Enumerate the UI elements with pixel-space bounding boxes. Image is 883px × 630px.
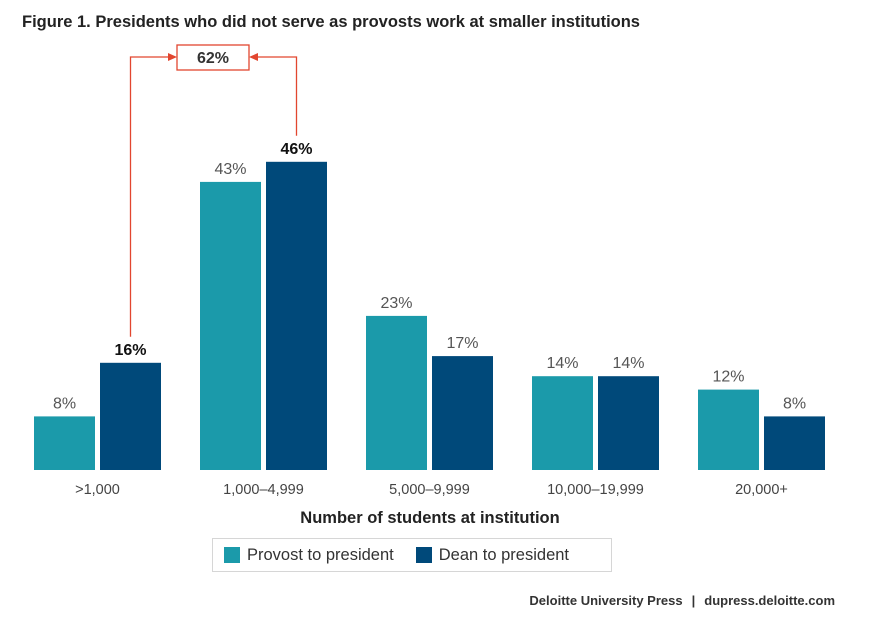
x-axis-title: Number of students at institution — [300, 509, 559, 527]
bars-layer: 8% 16% >1,000 43% 46% 1,000–4,999 23% 17% 5,000–… — [34, 141, 825, 498]
source-publisher: Deloitte University Press — [529, 593, 683, 608]
legend-item-provost: Provost to president — [224, 546, 394, 565]
data-label-dean-to-president-20-000: 8% — [783, 395, 806, 412]
bracket-line-left — [129, 56, 171, 337]
annotation-layer: 62% — [129, 44, 298, 337]
x-tick-label-1: 1,000–4,999 — [223, 482, 304, 498]
data-label-provost-to-president-5-000-9-999: 23% — [380, 295, 412, 312]
data-label-dean-to-president-5-000-9-999: 17% — [446, 335, 478, 352]
x-tick-label-3: 10,000–19,999 — [547, 482, 644, 498]
data-label-dean-to-president-1-000: 16% — [114, 342, 146, 359]
x-tick-label-0: >1,000 — [75, 482, 120, 498]
data-label-provost-to-president-20-000: 12% — [712, 369, 744, 386]
bar-dean-to-president-5-000-9-999 — [432, 356, 493, 470]
data-label-provost-to-president-10-000-19-999: 14% — [546, 355, 578, 372]
bracket-line-right — [255, 56, 298, 136]
bar-dean-to-president-1-000-4-999 — [266, 161, 327, 471]
data-label-dean-to-president-10-000-19-999: 14% — [612, 355, 644, 372]
chart-title: Figure 1. Presidents who did not serve a… — [22, 13, 640, 31]
bar-provost-to-president-10-000-19-999 — [532, 376, 593, 470]
bracket-arrow-left — [168, 53, 177, 61]
source-credit: Deloitte University Press | dupress.deloit… — [529, 593, 835, 608]
bar-provost-to-president-1-000-4-999 — [200, 181, 261, 470]
bar-provost-to-president-5-000-9-999 — [366, 315, 427, 470]
bar-dean-to-president-1-000 — [100, 362, 161, 470]
legend-swatch-provost — [224, 547, 240, 563]
x-tick-label-4: 20,000+ — [735, 482, 788, 498]
bar-dean-to-president-20-000 — [764, 416, 825, 470]
data-label-provost-to-president-1-000-4-999: 43% — [214, 161, 246, 178]
legend-item-dean: Dean to president — [415, 545, 570, 565]
data-label-dean-to-president-1-000-4-999: 46% — [280, 141, 312, 158]
x-tick-label-2: 5,000–9,999 — [389, 482, 470, 498]
legend-label-provost: Provost to president — [247, 545, 394, 564]
legend: Provost to president Dean to president — [212, 538, 612, 572]
legend-swatch-dean — [415, 547, 432, 563]
annotation-label: 62% — [197, 50, 229, 67]
source-separator: | — [691, 593, 696, 608]
bar-provost-to-president-20-000 — [698, 389, 759, 470]
annotation-box — [176, 44, 250, 71]
source-url: dupress.deloitte.com — [704, 593, 835, 608]
bracket-arrow-right — [249, 53, 258, 61]
bar-dean-to-president-10-000-19-999 — [598, 376, 659, 470]
data-label-provost-to-president-1-000: 8% — [53, 395, 76, 412]
bar-provost-to-president-1-000 — [34, 416, 95, 470]
legend-label-dean: Dean to president — [438, 545, 570, 564]
